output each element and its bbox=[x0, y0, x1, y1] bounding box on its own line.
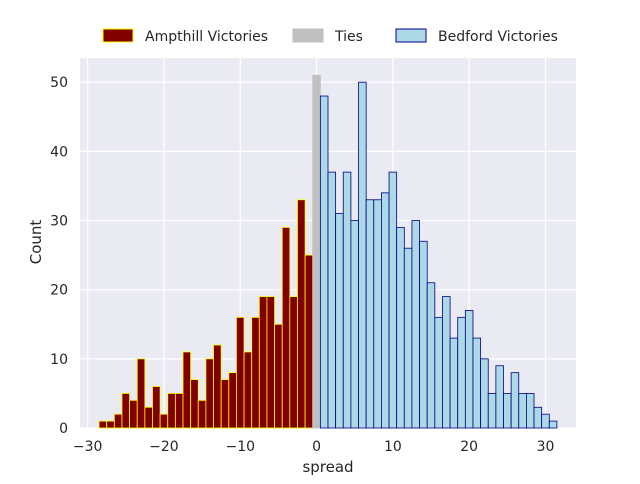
histogram-bar bbox=[106, 420, 115, 429]
legend-label: Ampthill Victories bbox=[145, 29, 268, 45]
series-bedford-victories bbox=[319, 81, 558, 429]
y-tick-label: 10 bbox=[50, 352, 68, 368]
histogram-bar bbox=[503, 393, 512, 429]
histogram-bar bbox=[381, 192, 390, 429]
histogram-bar bbox=[121, 393, 130, 429]
histogram-bar bbox=[373, 199, 382, 429]
histogram-bar bbox=[464, 310, 474, 429]
bars bbox=[98, 74, 558, 429]
series-ampthill-victories bbox=[98, 199, 314, 429]
x-axis-label: spread bbox=[302, 458, 353, 476]
histogram-bar bbox=[426, 282, 436, 429]
legend-item: Ties bbox=[292, 28, 363, 45]
histogram-bar bbox=[159, 413, 169, 429]
histogram-bar bbox=[411, 220, 420, 429]
histogram-bar bbox=[205, 358, 214, 429]
histogram-bar bbox=[510, 372, 520, 429]
histogram-bar bbox=[487, 393, 497, 429]
histogram-bar bbox=[342, 171, 352, 429]
histogram-bar bbox=[190, 379, 199, 429]
x-tick-label: −30 bbox=[73, 439, 103, 455]
histogram-bar bbox=[98, 420, 108, 429]
histogram-bar bbox=[174, 393, 184, 429]
histogram-bar bbox=[449, 337, 459, 429]
histogram-bar bbox=[442, 296, 451, 429]
histogram-bar bbox=[312, 74, 321, 429]
x-tick-label: 30 bbox=[537, 439, 555, 455]
histogram-bar bbox=[289, 296, 298, 429]
histogram-bar bbox=[144, 406, 153, 429]
y-tick-label: 50 bbox=[50, 75, 68, 91]
legend-swatch bbox=[102, 28, 134, 43]
x-tick-label: −10 bbox=[225, 439, 255, 455]
y-tick-label: 40 bbox=[50, 144, 68, 160]
histogram-bar bbox=[518, 393, 527, 429]
histogram-bar bbox=[457, 316, 466, 429]
histogram-bar bbox=[358, 81, 367, 429]
legend-label: Ties bbox=[334, 29, 363, 45]
histogram-bar bbox=[388, 171, 398, 429]
histogram-bar bbox=[236, 316, 245, 429]
legend-swatch bbox=[292, 28, 324, 43]
y-tick-label: 30 bbox=[50, 214, 68, 230]
histogram-bar bbox=[152, 386, 161, 429]
y-tick-label: 20 bbox=[50, 283, 68, 299]
histogram-bar bbox=[258, 296, 268, 429]
legend-swatch bbox=[395, 28, 427, 43]
histogram-bar bbox=[167, 393, 176, 429]
histogram-bar bbox=[526, 393, 535, 429]
histogram-bar bbox=[403, 247, 413, 429]
histogram-bar bbox=[533, 406, 543, 429]
histogram-bar bbox=[297, 199, 306, 429]
x-tick-label: 20 bbox=[460, 439, 478, 455]
histogram-bar bbox=[472, 337, 482, 429]
histogram-bar bbox=[220, 379, 230, 429]
histogram-bar bbox=[396, 227, 405, 429]
histogram-bar bbox=[365, 199, 375, 429]
y-tick-label: 0 bbox=[59, 421, 68, 437]
histogram-bar bbox=[335, 213, 344, 429]
legend-item: Ampthill Victories bbox=[102, 28, 268, 45]
histogram-bar bbox=[541, 413, 550, 429]
histogram-bar bbox=[304, 254, 314, 429]
histogram-bar bbox=[419, 240, 428, 429]
histogram-bar bbox=[434, 316, 443, 429]
histogram-bar bbox=[136, 358, 146, 429]
histogram-bar bbox=[243, 351, 253, 429]
histogram-bar bbox=[129, 399, 138, 429]
histogram-bar bbox=[213, 344, 222, 429]
y-axis-label: Count bbox=[27, 220, 45, 265]
histogram-bar bbox=[548, 420, 558, 429]
histogram-bar bbox=[319, 95, 329, 429]
histogram-bar bbox=[350, 220, 359, 429]
histogram-bar bbox=[274, 323, 283, 429]
series-ties bbox=[312, 74, 321, 429]
legend-item: Bedford Victories bbox=[395, 28, 558, 45]
x-tick-label: 10 bbox=[384, 439, 402, 455]
x-tick-label: 0 bbox=[312, 439, 321, 455]
histogram-bar bbox=[495, 365, 504, 429]
histogram-bar bbox=[228, 372, 237, 429]
histogram-bar bbox=[480, 358, 489, 429]
histogram-bar bbox=[327, 171, 337, 429]
histogram-bar bbox=[251, 316, 260, 429]
histogram-bar bbox=[182, 351, 192, 429]
legend: Ampthill Victories Ties Bedford Victories bbox=[102, 28, 558, 45]
histogram-bar bbox=[266, 296, 275, 429]
x-tick-labels: −30 −20 −10 0 10 20 30 bbox=[73, 439, 555, 455]
y-tick-labels: 0 10 20 30 40 50 bbox=[50, 75, 68, 437]
histogram-bar bbox=[281, 227, 291, 429]
histogram-bar bbox=[197, 399, 207, 429]
histogram-bar bbox=[113, 413, 123, 429]
x-tick-label: −20 bbox=[149, 439, 179, 455]
legend-label: Bedford Victories bbox=[438, 29, 558, 45]
